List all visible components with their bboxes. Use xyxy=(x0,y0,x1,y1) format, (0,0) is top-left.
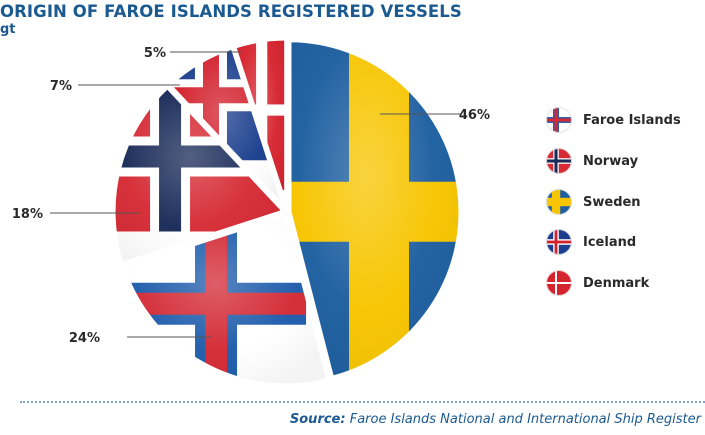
data-label-sweden: 46% xyxy=(459,108,490,123)
source-divider xyxy=(20,401,705,403)
data-label-norway: 18% xyxy=(12,207,43,222)
slice-separator-denmark xyxy=(230,35,290,211)
data-label-faroe-islands: 24% xyxy=(69,331,100,346)
chart-unit: gt xyxy=(0,22,16,37)
slice-separator-norway xyxy=(110,82,290,268)
data-labels-layer: 46% 24% 18% 7% 5% xyxy=(12,46,490,346)
data-label-iceland: 7% xyxy=(50,79,72,94)
source-note: Source: Faroe Islands National and Inter… xyxy=(290,412,701,427)
source-text: Faroe Islands National and International… xyxy=(349,412,701,427)
data-label-denmark: 5% xyxy=(144,46,166,61)
slice-separator-sweden xyxy=(286,37,464,382)
leader-lines-layer xyxy=(50,51,461,338)
source-label: Source: xyxy=(289,412,346,427)
chart-title: ORIGIN OF FAROE ISLANDS REGISTERED VESSE… xyxy=(0,2,462,21)
slices-layer xyxy=(110,35,464,389)
slice-separator-faroe-islands xyxy=(119,210,332,389)
